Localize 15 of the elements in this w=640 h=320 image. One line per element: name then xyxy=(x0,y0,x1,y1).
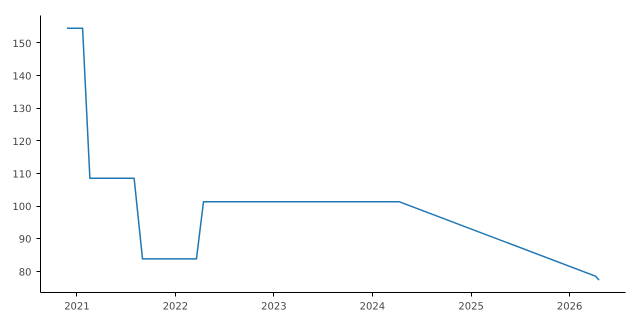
x-tick-label: 2024 xyxy=(360,302,386,312)
y-tick-label: 110 xyxy=(12,169,32,180)
y-tick-label: 140 xyxy=(12,72,32,83)
y-tick-label: 120 xyxy=(12,136,32,148)
y-tick-label: 80 xyxy=(18,267,32,278)
x-tick-label: 2025 xyxy=(458,302,484,312)
x-tick-label: 2026 xyxy=(556,302,582,312)
line-series xyxy=(66,27,600,281)
y-tick-label: 100 xyxy=(12,202,32,214)
y-tick-label: 130 xyxy=(12,104,32,116)
y-tick-label: 150 xyxy=(12,38,32,50)
x-tick-label: 2021 xyxy=(64,302,90,312)
y-tick-label: 90 xyxy=(18,234,32,246)
x-tick-label: 2023 xyxy=(261,302,287,312)
x-tick-label: 2022 xyxy=(162,302,188,312)
